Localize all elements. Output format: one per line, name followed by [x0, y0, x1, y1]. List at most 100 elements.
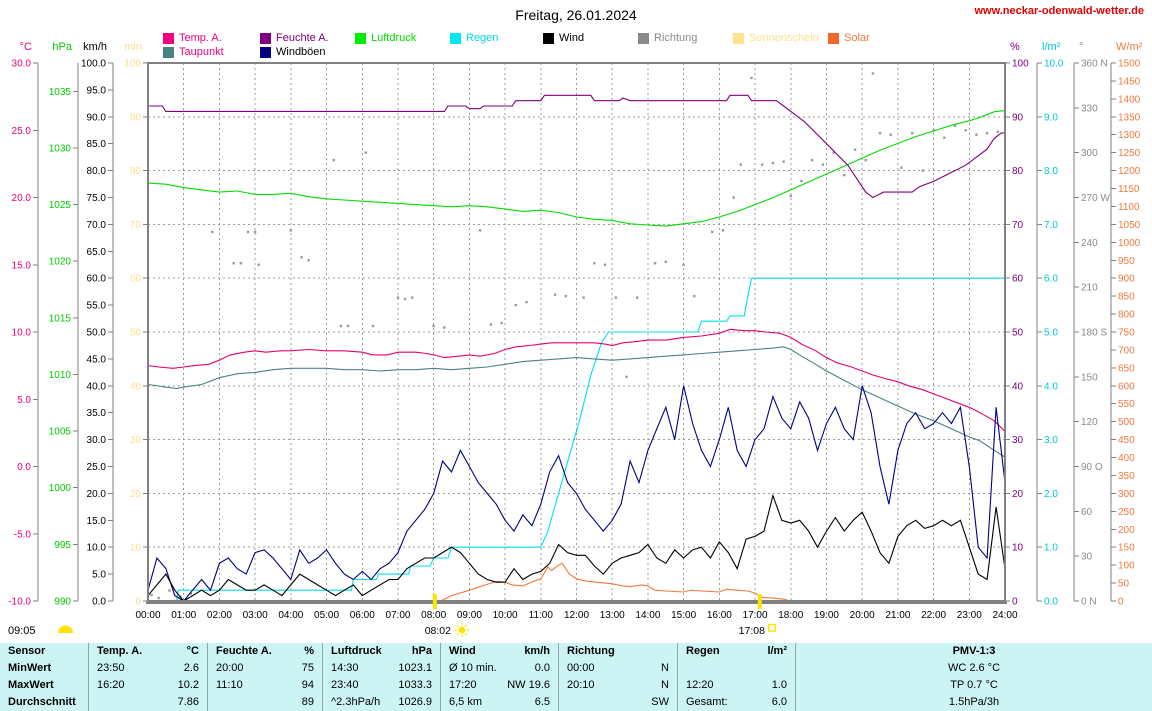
temp-r1-right: 10.2: [177, 679, 199, 691]
direction-dot: [443, 326, 446, 329]
x-tick-label: 09:00: [457, 610, 482, 621]
axis-tick-label: 1020: [49, 257, 72, 268]
direction-dot: [664, 260, 667, 263]
legend-item-wind: Wind: [543, 33, 584, 44]
axis-deg: 360 N 330 300 270 W 240 210 180 S 150 120 90 O 60 3…: [1073, 41, 1110, 608]
wind-r0-right: 0.0: [534, 662, 550, 674]
direction-dot: [821, 163, 825, 166]
wind-header: Wind: [449, 645, 476, 657]
axis-tick-label: 20: [130, 489, 142, 500]
axis-tick-label: 50.0: [87, 328, 107, 339]
axis-tick-label: 5.0: [17, 395, 31, 406]
axis-tick-label: 1100: [1118, 202, 1140, 213]
axis-tick-label: 10: [130, 543, 142, 554]
richtung-swatch-icon: [638, 33, 649, 44]
solar-swatch-icon: [828, 33, 839, 44]
axis-kmh: 100.0 95.0 90.0 85.0 80.0 75.0 70.0 65.0 60.0 55.…: [81, 41, 114, 608]
direction-dot: [832, 151, 835, 154]
feuchte-unit: %: [304, 645, 314, 657]
luftdruck-r1-right: 1033.3: [398, 679, 432, 691]
stats-header-wind: Wind km/h: [441, 643, 558, 660]
feuchte-r1-right: 94: [301, 679, 314, 691]
axis-tick-label: 60: [1081, 507, 1093, 518]
axis-tick-label: 50: [1118, 579, 1130, 590]
stats-luftdruck-row1: 23:40 1033.3: [323, 677, 440, 694]
stats-header-feuchte: Feuchte A.%: [208, 643, 322, 660]
direction-dot: [411, 296, 414, 299]
axis-title-tempC: °C: [20, 41, 32, 53]
luftdruck-r2-right: 1026.9: [398, 696, 432, 708]
legend-label-windboeen: Windböen: [276, 46, 326, 58]
richtung-r0-left: 00:00: [567, 662, 595, 674]
axis-tick-label: 0.0: [1044, 597, 1058, 608]
feuchte-r2-right: 89: [301, 696, 314, 708]
axis-tick-label: 8.0: [1044, 166, 1058, 177]
wind-r0-left: Ø 10 min.: [449, 662, 497, 674]
legend-label-temp: Temp. A.: [179, 32, 222, 44]
stats-luftdruck-row2: ^2.3hPa/h 1026.9: [323, 694, 440, 711]
stats-wind-row1: 17:20 NW 19.6: [441, 677, 558, 694]
axis-tick-label: 15.0: [87, 516, 107, 527]
daylength-halfsun-icon: [58, 625, 73, 633]
axis-tick-label: 90 O: [1081, 462, 1103, 473]
sun-ray: [464, 632, 468, 636]
axis-tick-label: -5.0: [14, 529, 32, 540]
direction-dot: [985, 132, 989, 135]
axis-lm2: 10.0 9.0 8.0 7.0 6.0 5.0 4.0 3.0 2.0 1.0 0.0 l/m²: [1036, 41, 1064, 608]
x-tick-label: 20:00: [850, 610, 875, 621]
axis-tick-label: 800: [1118, 310, 1135, 321]
axis-tick-label: 1000: [49, 483, 72, 494]
wind-r1-right: NW 19.6: [507, 679, 550, 691]
axis-tick-label: 0: [1012, 597, 1018, 608]
stats-col-feuchte: Feuchte A.% 20:00 75 11:10 94 89: [207, 643, 322, 711]
direction-dot: [810, 158, 814, 162]
axis-tick-label: 750: [1118, 328, 1135, 339]
legend-label-luftdruck: Luftdruck: [371, 32, 417, 44]
series-solar: [440, 562, 791, 602]
direction-dot: [346, 324, 350, 328]
axis-tick-label: 1015: [49, 313, 72, 324]
axis-tick-label: 5.0: [1044, 328, 1058, 339]
regen-swatch-icon: [450, 33, 461, 44]
x-tick-label: 08:00: [421, 610, 446, 621]
row-label-0: Sensor: [0, 643, 88, 660]
axis-tick-label: 60: [1012, 274, 1024, 285]
axis-tick-label: 3.0: [1044, 435, 1058, 446]
stats-col-wind: Wind km/h Ø 10 min. 0.0 17:20 NW 19.6 6,5 km 6.…: [440, 643, 558, 711]
legend-item-temp: Temp. A.: [163, 33, 222, 44]
sunrise-sun-icon: [454, 623, 469, 637]
temp-r0-left: 23:50: [97, 662, 125, 674]
temp-r0-right: 2.6: [183, 662, 199, 674]
direction-dot: [564, 294, 567, 298]
axis-tick-label: 40: [1012, 381, 1024, 392]
direction-dot: [953, 124, 957, 127]
axis-tick-label: 1025: [49, 200, 72, 211]
website-link[interactable]: www.neckar-odenwald-wetter.de: [974, 5, 1144, 17]
series-feuchte: [148, 94, 1005, 199]
axis-tick-label: 50: [1012, 328, 1024, 339]
axis-tick-label: 90: [130, 112, 142, 123]
axis-tick-label: 1000: [1118, 238, 1141, 249]
sun-ray: [456, 632, 460, 636]
stats-col-regen: Regen l/m² 12:20 1.0 Gesamt: 6.0: [677, 643, 795, 711]
luftdruck-r0-right: 1023.1: [398, 662, 432, 674]
pmv-value-2: 1.5hPa/3h: [948, 696, 1000, 708]
x-tick-label: 07:00: [385, 610, 410, 621]
wind-unit: km/h: [524, 645, 550, 657]
axis-tick-label: 1400: [1118, 94, 1141, 105]
axis-tick-label: 10.0: [12, 328, 32, 339]
axis-tick-label: 95.0: [87, 85, 107, 96]
stats-pmv-row1: TP 0.7 °C: [796, 677, 1152, 694]
axis-tick-label: 1500: [1118, 59, 1141, 70]
axis-tick-label: 200: [1118, 525, 1135, 536]
axis-tick-label: 0.0: [92, 597, 106, 608]
legend-item-richtung: Richtung: [638, 33, 697, 44]
stats-row-labels: Sensor MinWert MaxWert Durchschnitt: [0, 643, 88, 711]
direction-dot: [371, 324, 375, 328]
luftdruck-r0-left: 14:30: [331, 662, 359, 674]
axis-tick-label: 350: [1118, 471, 1135, 482]
legend-item-feuchte: Feuchte A.: [260, 33, 329, 44]
direction-dot: [653, 262, 657, 265]
x-tick-label: 11:00: [529, 610, 554, 621]
